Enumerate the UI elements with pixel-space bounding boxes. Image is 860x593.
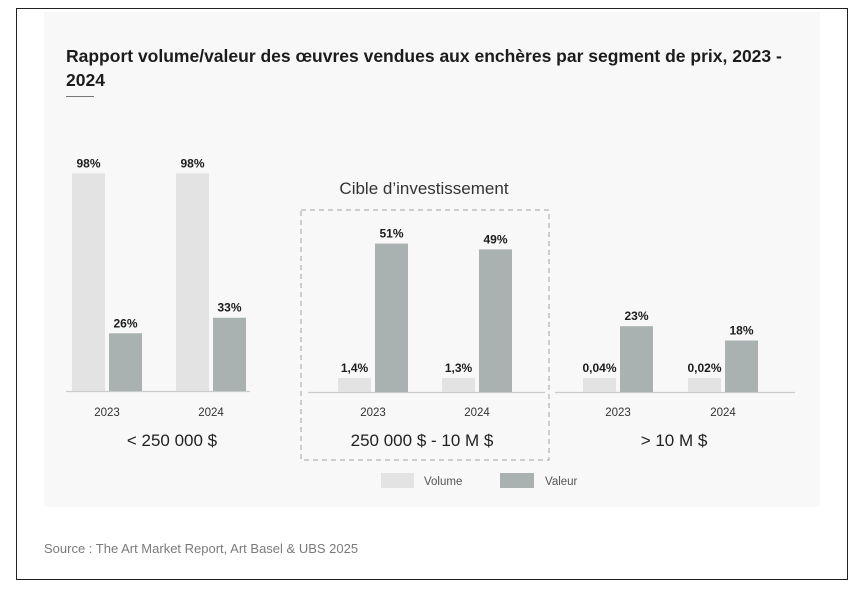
year-tick-label: 2024 <box>710 407 736 419</box>
volume-value-label: 1,3% <box>445 361 473 375</box>
chart-panel <box>44 12 820 507</box>
valeur-bar <box>375 243 408 392</box>
segment-label: < 250 000 $ <box>127 431 218 450</box>
valeur-value-label: 33% <box>217 301 241 315</box>
volume-value-label: 1,4% <box>341 361 369 375</box>
valeur-bar <box>213 317 246 391</box>
source-note: Source : The Art Market Report, Art Base… <box>44 541 359 556</box>
volume-bar <box>338 378 371 392</box>
year-tick-label: 2023 <box>94 407 120 419</box>
valeur-bar <box>620 326 653 392</box>
volume-bar <box>442 378 475 392</box>
valeur-value-label: 23% <box>624 309 648 323</box>
target-segment-box <box>300 209 550 461</box>
volume-value-label: 98% <box>180 156 204 170</box>
volume-bar <box>176 173 209 391</box>
legend-volume-swatch <box>381 473 414 488</box>
volume-bar <box>583 378 616 392</box>
valeur-value-label: 51% <box>379 227 403 241</box>
volume-bar <box>72 173 105 391</box>
title-underline <box>66 96 94 97</box>
chart-title: Rapport volume/valeur des œuvres vendues… <box>66 46 782 90</box>
valeur-value-label: 49% <box>483 232 507 246</box>
valeur-bar <box>479 249 512 392</box>
legend-valeur-swatch <box>500 473 534 488</box>
year-tick-label: 2023 <box>605 407 631 419</box>
year-tick-label: 2024 <box>198 407 224 419</box>
valeur-bar <box>725 340 758 392</box>
year-tick-label: 2023 <box>360 407 386 419</box>
target-segment-label: Cible d’investissement <box>339 179 508 198</box>
legend-volume-label: Volume <box>424 476 462 488</box>
volume-value-label: 0,04% <box>582 361 616 375</box>
year-tick-label: 2024 <box>464 407 490 419</box>
valeur-value-label: 26% <box>113 316 137 330</box>
valeur-value-label: 18% <box>729 324 753 338</box>
legend-valeur-label: Valeur <box>545 476 578 488</box>
segment-label: > 10 M $ <box>641 431 708 450</box>
volume-value-label: 98% <box>76 156 100 170</box>
valeur-bar <box>109 333 142 391</box>
volume-value-label: 0,02% <box>687 361 721 375</box>
volume-bar <box>688 378 721 392</box>
segment-label: 250 000 $ - 10 M $ <box>351 431 494 450</box>
